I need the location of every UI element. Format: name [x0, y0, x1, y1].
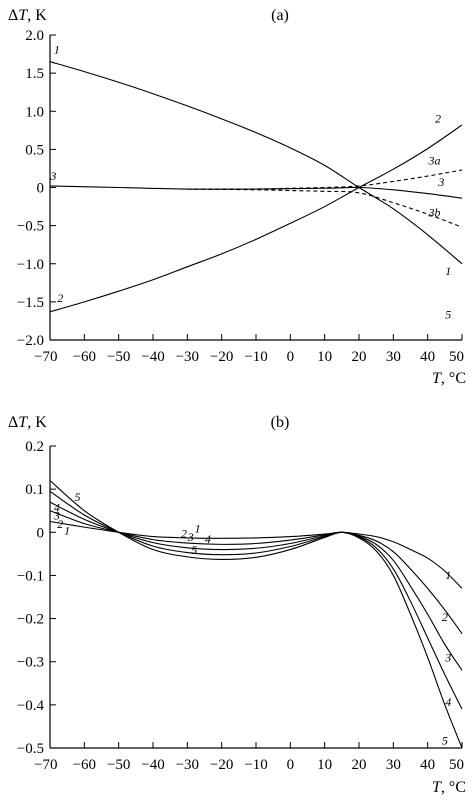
chart-a-title: (a)	[271, 7, 289, 24]
chart-a-y-label-unit: , K	[27, 7, 47, 24]
chart-b-x-tick-label: −20	[210, 757, 233, 773]
chart-a-series-label: 2	[435, 112, 441, 126]
chart-a-x-tick-label: 30	[386, 349, 401, 365]
chart-a-x-tick-label: −60	[73, 349, 96, 365]
chart-a-y-tick-label: −2.0	[17, 333, 44, 349]
chart-a-x-tick-label: −50	[107, 349, 130, 365]
chart-a-series-line-3	[49, 185, 463, 199]
chart-b-series-label: 2	[181, 526, 187, 540]
chart-b-x-tick-label: 30	[386, 757, 401, 773]
chart-b-y-tick-label: −0.1	[17, 568, 44, 584]
chart-a-y-tick-label: −1.0	[17, 257, 44, 273]
chart-b-x-tick-label: 40	[420, 757, 435, 773]
chart-a-series-label: 3	[49, 169, 56, 183]
chart-b-series-line-1	[49, 520, 463, 589]
chart-b-panel: (b)ΔT, KT, °C−70 −60 −50 −40 −30 −20 −10 0 10 20 3…	[8, 414, 466, 796]
chart-b-x-tick-label: −70	[34, 757, 57, 773]
chart-b-x-tick-label: 10	[317, 757, 332, 773]
chart-b-x-label-unit: , °C	[441, 779, 466, 796]
chart-a-y-tick-label: 1.0	[25, 104, 44, 120]
chart-a-series-label: 5	[445, 308, 451, 322]
chart-a-x-label-unit: , °C	[441, 370, 466, 387]
chart-a-x-tick-label: 50	[449, 349, 464, 365]
chart-b-series-line-3	[49, 501, 463, 671]
chart-b-x-tick-label: 20	[352, 757, 367, 773]
chart-b-x-tick-label: 50	[449, 757, 464, 773]
chart-b-series-label: 4	[445, 695, 451, 709]
chart-b-series-label: 2	[57, 517, 63, 531]
chart-a-series-line-3b	[187, 188, 463, 228]
chart-a-y-tick-label: 0	[37, 181, 45, 197]
chart-a-panel: (a)ΔT, KT, °C−70 −60 −50 −40 −30 −20 −10 0 10 20 3…	[8, 7, 466, 387]
chart-a-x-tick-label: 0	[287, 349, 295, 365]
chart-b-y-tick-label: −0.3	[17, 655, 44, 671]
chart-a-y-label-var: T	[18, 7, 28, 24]
chart-a-x-tick-label: 40	[420, 349, 435, 365]
chart-b-series-label: 4	[54, 501, 60, 515]
chart-b-y-tick-label: 0	[37, 525, 45, 541]
chart-b-y-label-delta: Δ	[8, 414, 18, 431]
chart-a-series-label: 1	[54, 42, 60, 56]
chart-b-series-line-5	[49, 480, 463, 749]
chart-b-series-label: 1	[445, 568, 451, 582]
chart-a-y-tick-label: 1.5	[25, 66, 44, 82]
chart-b-title: (b)	[271, 414, 290, 431]
chart-b-y-tick-label: −0.5	[17, 741, 44, 757]
chart-b-series-label: 1	[64, 523, 70, 537]
chart-a-y-tick-label: −1.5	[17, 295, 44, 311]
chart-a-y-axis-label: ΔT, K	[8, 7, 47, 24]
chart-b-series-label: 5	[442, 734, 448, 748]
chart-a-series-label: 3b	[428, 205, 441, 219]
chart-a-y-tick-label: 0.5	[25, 142, 44, 158]
chart-a-y-tick-label: −0.5	[17, 219, 44, 235]
chart-b-series-label: 4	[205, 532, 211, 546]
chart-a-x-tick-label: −10	[244, 349, 267, 365]
chart-a-x-tick-label: −40	[141, 349, 164, 365]
chart-a-series-label: 2	[57, 291, 63, 305]
chart-a-y-tick-label: 2.0	[25, 28, 44, 44]
chart-b-y-tick-label: 0.2	[25, 439, 44, 455]
chart-b-x-axis-label: T, °C	[432, 779, 466, 796]
chart-b-series-label: 3	[187, 530, 194, 544]
chart-b-series-label: 1	[195, 521, 201, 535]
chart-a-series-label: 3	[437, 175, 444, 189]
chart-b-y-label-unit: , K	[27, 414, 47, 431]
chart-b-series-label: 5	[74, 490, 80, 504]
chart-a-x-tick-label: 10	[317, 349, 332, 365]
chart-b-x-tick-label: −60	[73, 757, 96, 773]
chart-a-series-line-1	[49, 61, 463, 265]
chart-b-y-axis-label: ΔT, K	[8, 414, 47, 431]
chart-a-x-tick-label: −70	[34, 349, 57, 365]
chart-b-y-label-var: T	[18, 414, 28, 431]
chart-b-x-tick-label: 0	[287, 757, 295, 773]
chart-a-series-line-3a	[187, 169, 463, 190]
chart-b-series-label: 5	[191, 543, 197, 557]
chart-b-x-tick-label: −10	[244, 757, 267, 773]
chart-a-series-line-2	[49, 124, 463, 313]
chart-a-x-tick-label: −30	[176, 349, 199, 365]
chart-a-x-tick-label: 20	[352, 349, 367, 365]
chart-b-series-label: 2	[442, 610, 448, 624]
chart-b-series-line-2	[49, 510, 463, 634]
chart-a-series-label: 3a	[428, 154, 441, 168]
chart-b-series-label: 3	[444, 651, 451, 665]
chart-a-x-axis-label: T, °C	[432, 370, 466, 387]
chart-b-x-tick-label: −40	[141, 757, 164, 773]
chart-b-x-tick-label: −30	[176, 757, 199, 773]
chart-a-y-label-delta: Δ	[8, 7, 18, 24]
chart-b-x-label-var: T	[432, 779, 442, 796]
chart-b-y-tick-label: −0.2	[17, 612, 44, 628]
chart-b-y-tick-label: 0.1	[25, 482, 44, 498]
chart-b-y-tick-label: −0.4	[17, 698, 45, 714]
chart-a-x-label-var: T	[432, 370, 442, 387]
chart-a-x-tick-label: −20	[210, 349, 233, 365]
chart-b-series-label: 3	[53, 508, 60, 522]
chart-a-series-label: 1	[445, 264, 451, 278]
chart-b-series-line-4	[49, 490, 463, 710]
chart-b-x-tick-label: −50	[107, 757, 130, 773]
